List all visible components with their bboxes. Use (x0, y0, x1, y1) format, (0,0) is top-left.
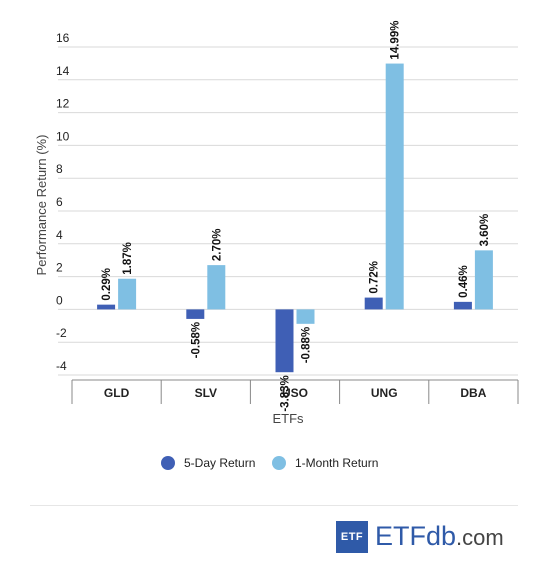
y-axis-title: Performance Return (%) (34, 135, 49, 276)
bar (97, 304, 116, 310)
bar-chart: 16 14 12 10 8 6 4 2 0 -2 -4 GLD SLV USO UNG DBA 0.29% 1… (34, 21, 519, 470)
y-tick-label: 16 (56, 31, 70, 45)
x-tick-label: UNG (371, 386, 398, 400)
logo-badge: ETF (336, 521, 368, 553)
data-labels: 0.29% 1.87% -0.58% 2.70% -3.83% -0.88% 0.72% 14… (101, 21, 491, 412)
y-tick-label: 2 (56, 261, 63, 275)
legend-swatch-5day (161, 456, 175, 470)
data-label: 0.46% (458, 265, 470, 298)
y-tick-label: -4 (56, 359, 67, 373)
etfdb-logo[interactable]: ETF ETFdb.com (336, 521, 504, 553)
bar (186, 309, 205, 319)
legend: 5-Day Return 1-Month Return (161, 456, 378, 470)
y-tick-label: -2 (56, 326, 67, 340)
legend-label-1month: 1-Month Return (295, 456, 378, 470)
bar (118, 278, 137, 310)
data-label: 2.70% (211, 229, 223, 262)
x-axis: GLD SLV USO UNG DBA (71, 379, 519, 404)
bar (296, 309, 315, 324)
y-tick-label: 6 (56, 195, 63, 209)
bar (364, 297, 383, 310)
bar (453, 301, 472, 310)
data-label: 0.72% (369, 261, 381, 294)
x-axis-title: ETFs (272, 411, 304, 426)
data-label: 3.60% (479, 214, 491, 247)
data-label: -0.58% (190, 322, 202, 358)
data-label: -0.88% (301, 327, 313, 363)
legend-swatch-1month (272, 456, 286, 470)
x-tick-label: DBA (460, 386, 486, 400)
logo-etf: ETF (375, 521, 426, 551)
logo-dotcom: .com (456, 525, 504, 550)
data-label: 14.99% (390, 21, 402, 60)
bar (474, 250, 493, 310)
footer-divider (30, 505, 518, 506)
x-tick-label: GLD (104, 386, 130, 400)
bars (97, 63, 493, 373)
bar (385, 63, 404, 310)
logo-db: db (426, 521, 457, 551)
y-tick-label: 4 (56, 228, 63, 242)
bar (207, 265, 226, 310)
data-label: 1.87% (122, 242, 134, 275)
logo-wordmark: ETFdb.com (375, 520, 504, 554)
y-tick-label: 0 (56, 293, 63, 307)
y-tick-label: 10 (56, 129, 70, 143)
data-label: -3.83% (280, 375, 292, 411)
y-tick-label: 12 (56, 97, 70, 111)
x-tick-label: USO (282, 386, 308, 400)
bar (275, 309, 294, 373)
y-tick-label: 14 (56, 64, 70, 78)
legend-label-5day: 5-Day Return (184, 456, 255, 470)
y-tick-label: 8 (56, 162, 63, 176)
data-label: 0.29% (101, 268, 113, 301)
x-tick-label: SLV (195, 386, 217, 400)
